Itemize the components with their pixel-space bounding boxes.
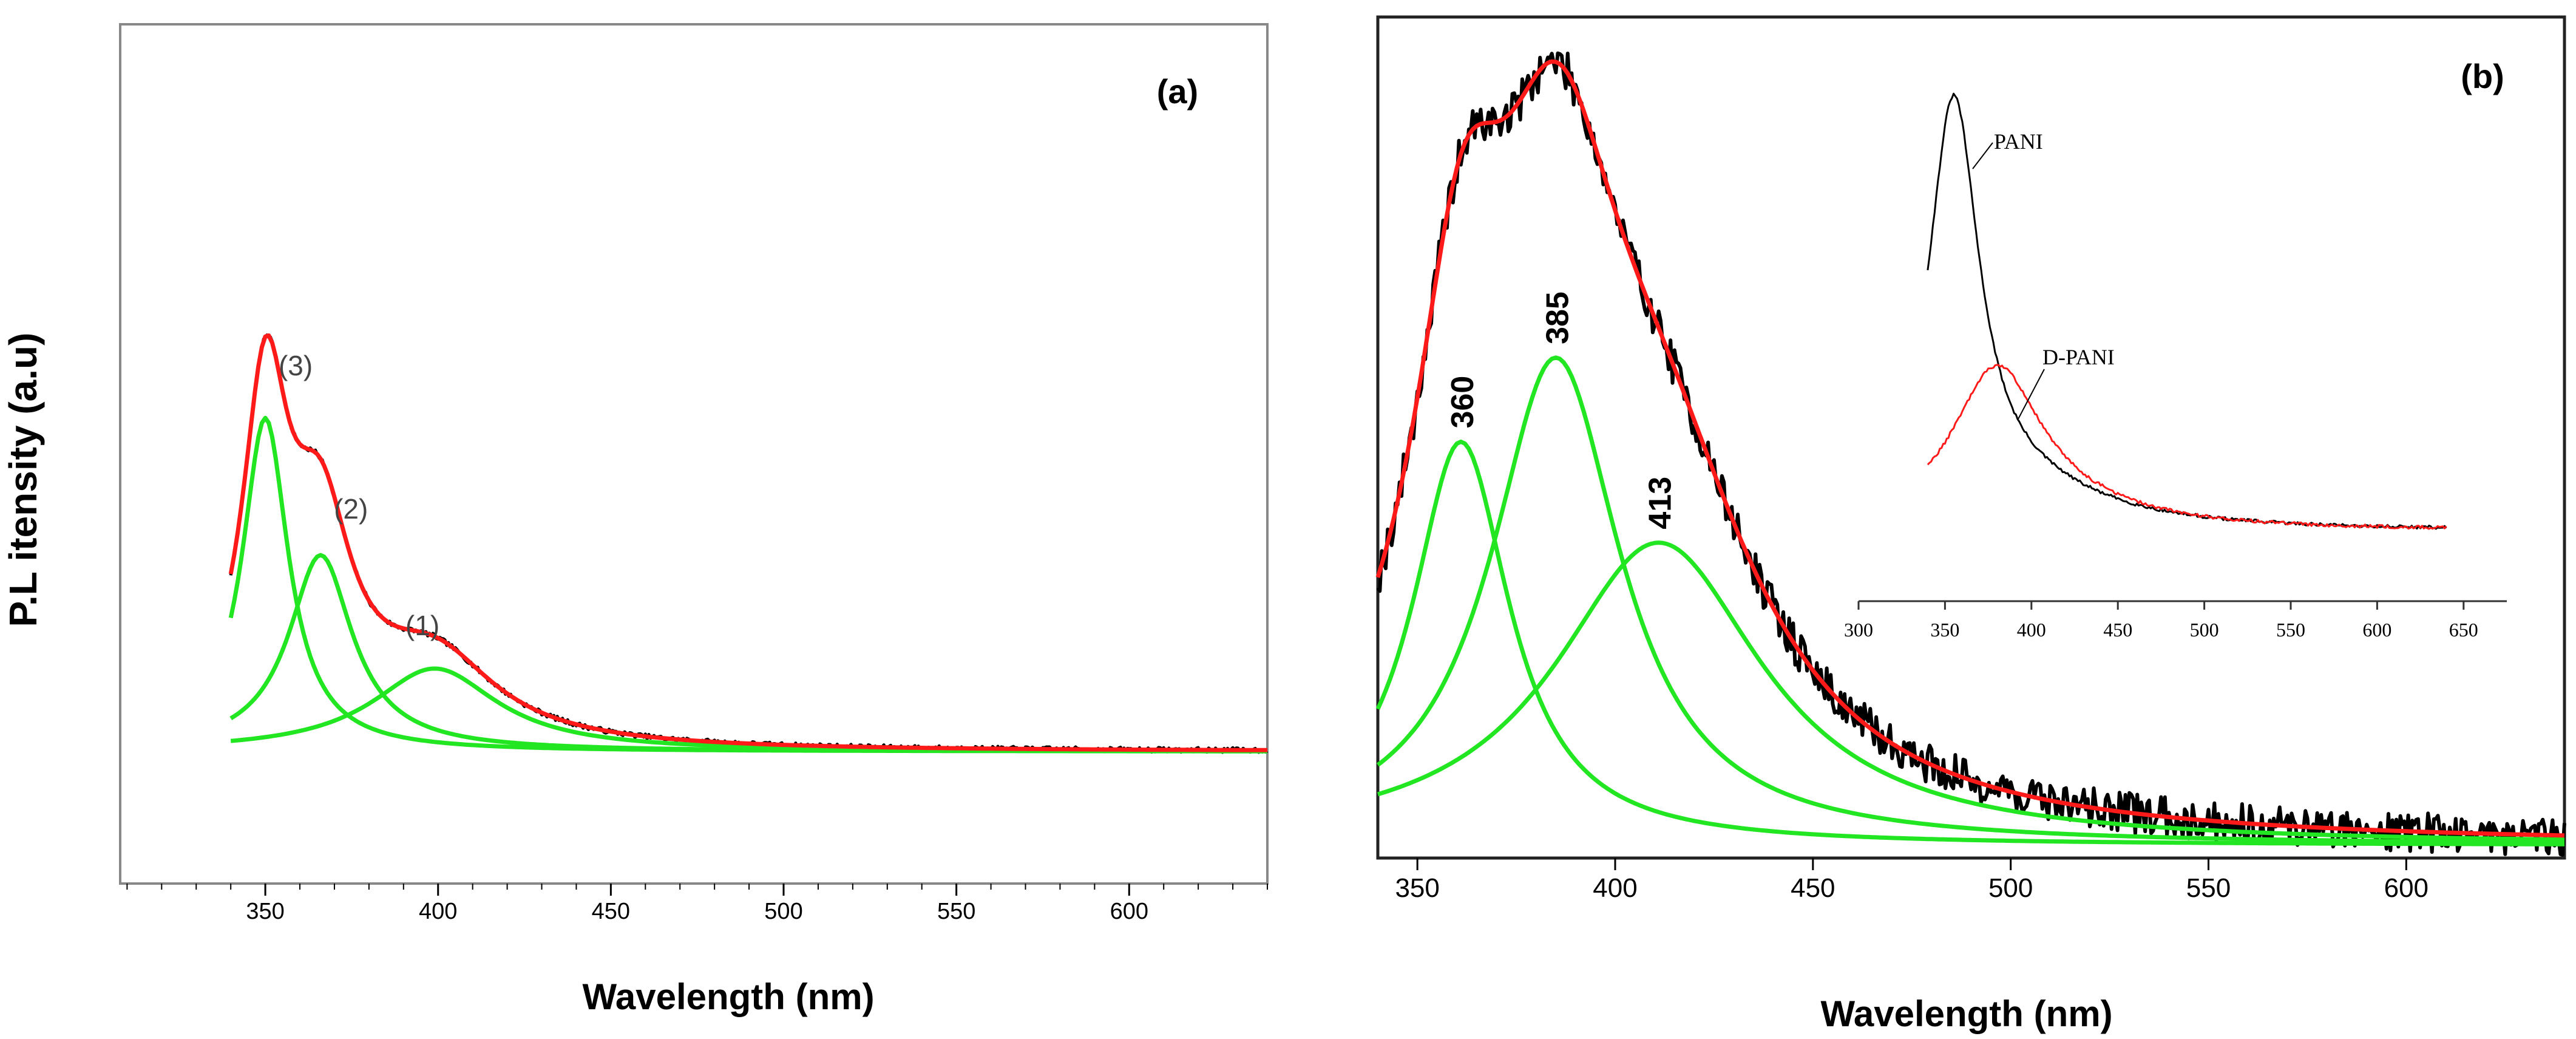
inset-legend-pani: PANI [1994,129,2043,154]
inset-curve-pani [1927,92,2447,530]
a-fit-curve [228,333,1267,752]
panel-b: 350 400 450 500 550 600 (b) Wavelength (nm) 3… [1375,15,2566,1034]
panel-b-frame [1376,15,2566,860]
A-tick-label-400: 400 [419,899,457,924]
inset-tick-label-450: 450 [2103,619,2132,641]
inset-x-ticks: 300 350 400 450 500 550 600 650 [1844,601,2478,641]
panel-b-curves [1375,51,2566,857]
panel-a-frame [119,23,1269,885]
b-peak-label-413: 413 [1643,477,1678,530]
inset-legend-pani-leader [1972,142,1993,169]
A-tick-label-500: 500 [764,899,802,924]
panel-a-curves [228,333,1269,754]
a-component-label-1: (1) [405,610,439,641]
panel-a-x-ticks: 350 400 450 500 550 600 [126,884,1268,924]
a-component-label-3: (3) [279,350,313,381]
y-axis-label: P.L itensity (a.u) [1,333,45,627]
B-tick-label-550: 550 [2186,873,2231,903]
B-tick-label-350: 350 [1395,873,1439,903]
panel-b-x-axis-label: Wavelength (nm) [1820,993,2112,1034]
b-component-curve-3 [1377,540,2565,842]
inset-tick-label-650: 650 [2449,619,2478,641]
A-tick-label-450: 450 [592,899,630,924]
panel-b-x-ticks: 350 400 450 500 550 600 [1395,858,2429,903]
panel-a-component-labels: (1) (2) (3) [279,350,439,641]
inset-curve-d-pani [1927,364,2447,530]
panel-b-inset: 300 350 400 450 500 550 600 650 PANI D-PANI [1844,92,2507,641]
inset-tick-label-550: 550 [2276,619,2305,641]
inset-curves [1927,92,2447,530]
b-peak-label-385: 385 [1540,291,1575,344]
inset-tick-label-400: 400 [2017,619,2046,641]
inset-tick-label-300: 300 [1844,619,1873,641]
inset-legend-d-pani: D-PANI [2042,345,2115,369]
a-component-curve-2 [229,553,1267,754]
b-fit-curve [1375,59,2565,838]
B-tick-label-450: 450 [1791,873,1835,903]
inset-tick-label-350: 350 [1930,619,1959,641]
B-tick-label-500: 500 [1988,873,2033,903]
a-component-curve-1 [230,666,1267,753]
A-tick-label-600: 600 [1110,899,1148,924]
panel-a-label: (a) [1157,72,1198,111]
B-tick-label-600: 600 [2384,873,2429,903]
panel-a-x-axis-label: Wavelength (nm) [582,976,874,1017]
a-component-label-2: (2) [334,493,368,525]
inset-legend-d-pani-leader [2018,369,2045,420]
A-tick-label-350: 350 [246,899,284,924]
inset-tick-label-500: 500 [2190,619,2219,641]
panel-b-label: (b) [2461,57,2504,95]
panel-a: 350 400 450 500 550 600 (a) Wavelength (nm) (… [119,23,1269,1017]
inset-tick-label-600: 600 [2362,619,2391,641]
b-component-curve-1 [1375,439,2564,847]
b-peak-label-360: 360 [1445,376,1480,429]
b-component-curve-2 [1376,355,2564,845]
panel-b-component-labels: 360 385 413 [1445,291,1678,529]
A-tick-label-550: 550 [937,899,975,924]
B-tick-label-400: 400 [1593,873,1637,903]
